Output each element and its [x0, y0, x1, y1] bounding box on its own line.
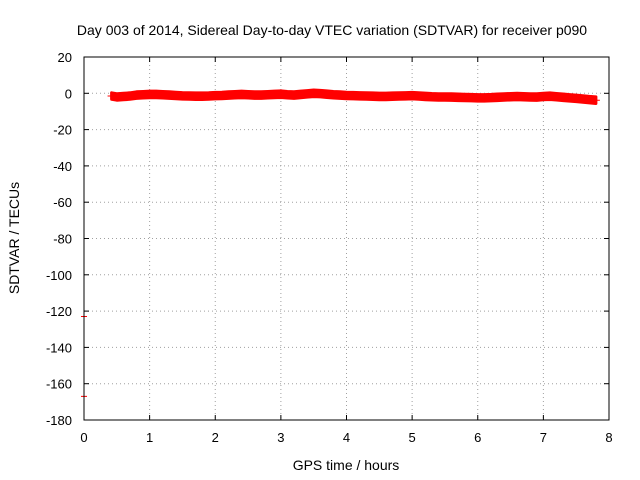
grid — [84, 57, 609, 420]
y-tick-label: -60 — [53, 195, 72, 210]
y-tick-label: -100 — [46, 268, 72, 283]
y-axis-label: SDTVAR / TECUs — [6, 182, 22, 294]
x-tick-label: 3 — [277, 430, 284, 445]
data-point — [276, 90, 285, 99]
data-point — [591, 96, 600, 105]
y-tick-label: 0 — [65, 86, 72, 101]
x-tick-label: 6 — [474, 430, 481, 445]
axis-ticks: 0 1 2 3 4 5 6 7 8 20 0 -20 -40 -60 -80 -100 -120 -140 -160… — [46, 50, 613, 445]
x-tick-label: 1 — [146, 430, 153, 445]
y-tick-label: -120 — [46, 304, 72, 319]
data-point — [296, 90, 305, 99]
data-point — [585, 95, 594, 104]
x-tick-label: 4 — [343, 430, 350, 445]
data-point — [578, 94, 587, 103]
data-point — [303, 89, 312, 98]
data-point — [559, 93, 568, 102]
y-tick-label: -80 — [53, 232, 72, 247]
data-point — [572, 94, 581, 103]
data-point — [316, 89, 325, 98]
y-tick-label: -180 — [46, 413, 72, 428]
x-axis-label: GPS time / hours — [293, 457, 400, 473]
x-tick-label: 0 — [80, 430, 87, 445]
data-point — [290, 91, 298, 100]
y-tick-label: -20 — [53, 123, 72, 138]
y-tick-label: -40 — [53, 159, 72, 174]
data-point — [552, 92, 561, 101]
chart-title: Day 003 of 2014, Sidereal Day-to-day VTE… — [77, 22, 587, 38]
y-tick-label: -160 — [46, 377, 72, 392]
data-point — [565, 93, 574, 102]
data-points — [81, 88, 600, 400]
x-tick-label: 2 — [212, 430, 219, 445]
data-point — [322, 90, 331, 99]
data-point — [545, 92, 554, 101]
y-tick-label: 20 — [58, 50, 72, 65]
y-tick-label: -140 — [46, 340, 72, 355]
data-point — [119, 92, 128, 101]
x-tick-label: 8 — [605, 430, 612, 445]
data-point — [532, 93, 541, 102]
x-tick-label: 5 — [409, 430, 416, 445]
x-tick-label: 7 — [540, 430, 547, 445]
data-point — [125, 92, 134, 101]
data-point — [107, 92, 116, 101]
